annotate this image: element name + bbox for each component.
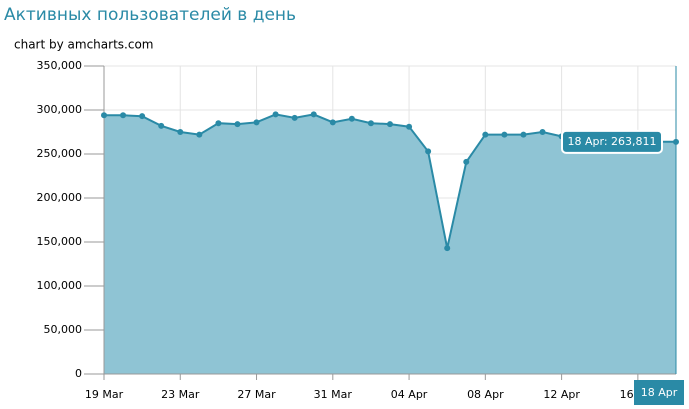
x-tick-label: 27 Mar — [237, 388, 276, 401]
point — [310, 111, 317, 118]
x-tick-label: 04 Apr — [391, 388, 428, 401]
y-tick-label: 100,000 — [37, 279, 83, 292]
tooltip-box — [561, 129, 663, 154]
x-tick-label: 08 Apr — [467, 388, 504, 401]
chart-title: Активных пользователей в день — [4, 5, 296, 25]
point — [139, 113, 146, 120]
point — [196, 131, 203, 138]
x-tick-label: 19 Mar — [85, 388, 124, 401]
point — [539, 129, 546, 135]
cursor-label-box — [634, 380, 684, 405]
point — [101, 112, 107, 119]
y-tick-label: 350,000 — [37, 59, 83, 72]
point — [482, 131, 489, 138]
y-tick-label: 50,000 — [44, 323, 83, 336]
x-tick-label: 23 Mar — [161, 388, 200, 401]
point — [120, 112, 127, 119]
x-tick-label: 12 Apr — [543, 388, 580, 401]
point — [367, 120, 374, 127]
point — [444, 245, 451, 252]
point — [234, 121, 241, 128]
y-tick-label: 150,000 — [37, 235, 83, 248]
point — [520, 131, 527, 138]
point — [387, 121, 393, 128]
point — [501, 131, 508, 138]
point — [425, 148, 432, 155]
point — [406, 123, 413, 130]
point — [253, 119, 260, 126]
point — [158, 122, 165, 129]
point — [329, 119, 336, 126]
y-tick-label: 200,000 — [37, 191, 83, 204]
y-tick-label: 0 — [75, 367, 82, 380]
area — [104, 114, 676, 375]
y-tick-label: 300,000 — [37, 103, 83, 116]
point — [215, 120, 222, 127]
point — [463, 158, 470, 165]
point — [177, 129, 184, 135]
credit: chart by amcharts.com — [14, 38, 153, 52]
point — [291, 114, 298, 121]
x-tick-label: 31 Mar — [314, 388, 353, 401]
tooltip: 18 Apr: 263,811 — [567, 135, 656, 148]
y-tick-label: 250,000 — [37, 147, 83, 160]
point — [272, 111, 279, 118]
cursor-label: 18 Apr — [641, 386, 678, 399]
point — [348, 115, 355, 122]
